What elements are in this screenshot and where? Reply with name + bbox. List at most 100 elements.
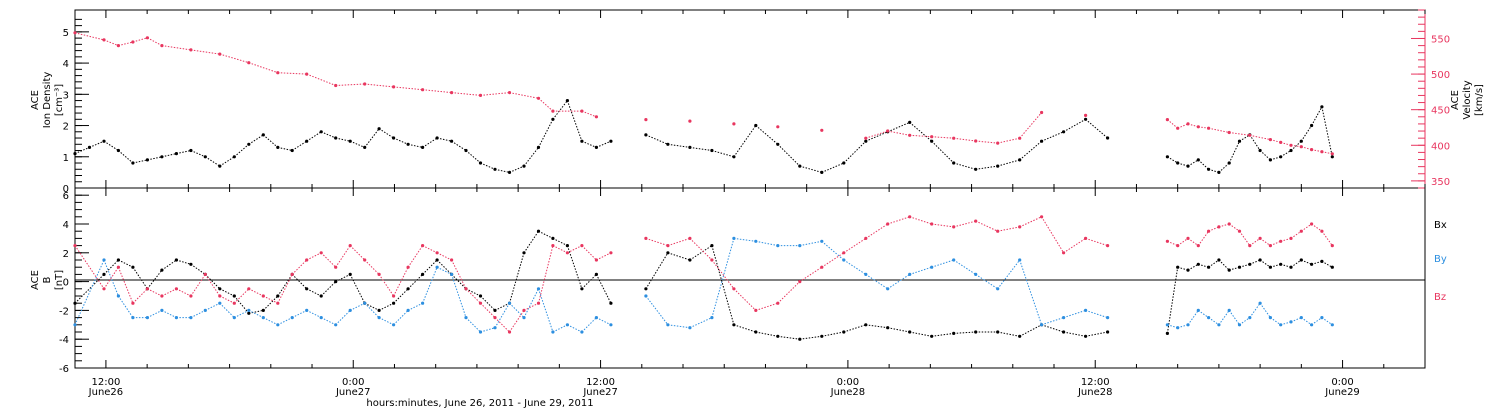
x-tick-time: 12:00 (586, 377, 615, 388)
data-point (820, 128, 824, 132)
data-segment (1218, 162, 1230, 173)
data-segment (1085, 331, 1108, 337)
data-segment (451, 274, 467, 290)
bottom-ylabel-line-2: B (42, 276, 53, 283)
data-segment (997, 137, 1020, 144)
data-segment (865, 223, 888, 239)
data-segment (931, 259, 954, 268)
data-segment (1290, 317, 1302, 323)
data-segment (1208, 317, 1220, 326)
bottom-left-tick-label: 2 (63, 249, 69, 260)
data-point (203, 155, 207, 159)
data-point (1320, 229, 1324, 233)
data-segment (1311, 260, 1323, 265)
data-segment (407, 245, 424, 268)
data-point (319, 251, 323, 255)
data-segment (234, 309, 250, 319)
data-segment (777, 335, 800, 340)
x-tick-time: 0:00 (342, 377, 364, 388)
bottom-left-tick-label: -4 (59, 335, 69, 346)
data-segment (1259, 237, 1271, 247)
data-segment (567, 245, 583, 254)
data-segment (1177, 123, 1189, 129)
data-segment (103, 39, 119, 47)
data-segment (103, 259, 119, 275)
data-segment (364, 302, 380, 311)
bottom-panel-frame (74, 187, 1426, 369)
data-point (609, 301, 613, 305)
bottom-left-tick-label: 6 (63, 191, 69, 202)
data-point (1330, 155, 1334, 159)
data-segment (1280, 263, 1292, 268)
data-segment (538, 245, 554, 304)
data-segment (335, 137, 351, 142)
data-segment (887, 273, 910, 290)
data-segment (1218, 310, 1230, 326)
bottom-left-tick-label: 0 (63, 278, 69, 289)
data-segment (1187, 237, 1199, 247)
data-segment (1198, 263, 1209, 268)
data-point (1106, 330, 1110, 334)
data-segment (233, 288, 250, 304)
top-left-tick-label: 2 (63, 122, 69, 133)
data-segment (1198, 309, 1209, 319)
data-segment (1270, 156, 1281, 161)
data-segment (1259, 259, 1271, 268)
data-segment (349, 302, 365, 311)
data-segment (1063, 331, 1086, 337)
data-segment (843, 259, 867, 275)
data-segment (1280, 321, 1292, 326)
top-right-ylabel-line-3: [km/s] (1474, 84, 1485, 116)
data-point (594, 115, 599, 119)
data-point (666, 142, 670, 146)
data-segment (451, 259, 467, 290)
data-segment (865, 273, 888, 290)
data-point (247, 142, 251, 146)
x-tick-date: June28 (1077, 387, 1113, 398)
data-segment (509, 165, 525, 173)
data-segment (821, 162, 844, 173)
data-segment (378, 128, 394, 139)
data-segment (335, 273, 351, 283)
data-segment (931, 223, 954, 228)
data-segment (1177, 266, 1189, 271)
data-point (688, 119, 692, 123)
data-point (1165, 155, 1169, 159)
top-right-ylabel-line-2: Velocity (1462, 80, 1473, 119)
data-segment (1249, 134, 1271, 141)
data-segment (733, 324, 756, 333)
data-segment (1208, 259, 1220, 268)
data-segment (118, 41, 134, 47)
data-segment (581, 140, 597, 148)
data-segment (975, 273, 998, 290)
data-point (1248, 133, 1252, 137)
data-segment (480, 295, 496, 311)
data-segment (248, 134, 264, 145)
x-axis: 12:00June260:00June2712:00June270:00June… (88, 10, 1426, 398)
data-segment (975, 140, 998, 144)
data-segment (407, 143, 423, 148)
data-segment (378, 302, 394, 311)
bottom-ylabel-line-3: [nT] (54, 270, 65, 290)
data-segment (1300, 125, 1313, 142)
data-segment (843, 324, 866, 333)
data-segment (1301, 259, 1312, 265)
data-segment (1041, 131, 1064, 142)
top-ylabel-line-1: ACE (30, 90, 41, 110)
x-tick-date: June27 (335, 387, 371, 398)
data-segment (393, 137, 409, 145)
data-segment (997, 331, 1020, 337)
data-segment (953, 220, 976, 228)
data-segment (161, 288, 177, 297)
data-segment (1249, 237, 1261, 247)
data-segment (118, 259, 134, 268)
top-right-ylabel-line-1: ACE (1450, 90, 1461, 110)
data-segment (1280, 141, 1292, 146)
data-segment (393, 86, 423, 91)
data-segment (103, 140, 119, 151)
data-segment (887, 216, 910, 225)
data-segment (204, 274, 221, 290)
data-point (1237, 229, 1242, 233)
data-segment (263, 295, 279, 304)
data-point (232, 294, 236, 298)
